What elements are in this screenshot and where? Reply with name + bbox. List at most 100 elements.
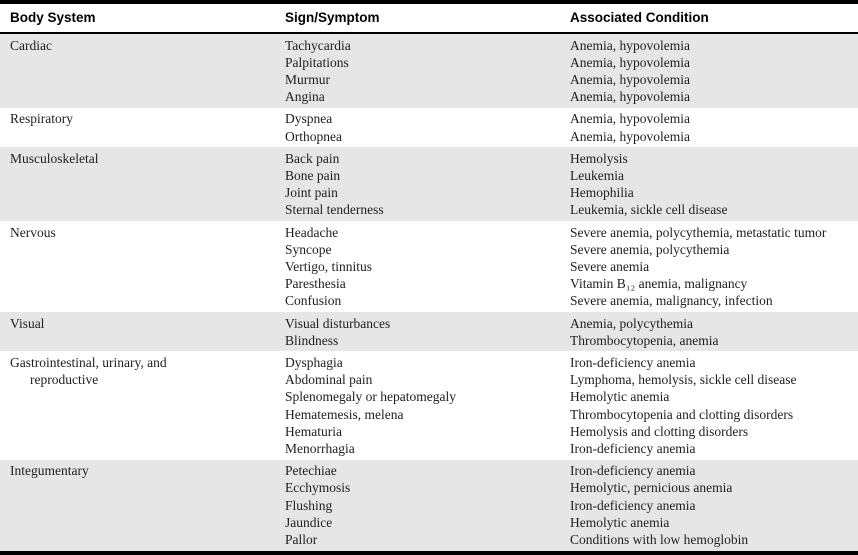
- body-system-cell: Cardiac: [0, 37, 285, 106]
- table-row: Joint pain Hemophilia: [285, 184, 858, 201]
- body-system-section: Visual Visual disturbances Anemia, polycyt…: [0, 312, 858, 352]
- table-row: Headache Severe anemia, polycythemia, met…: [285, 224, 858, 241]
- associated-condition-cell: Anemia, hypovolemia: [570, 54, 690, 70]
- table-row: Hematuria Hemolysis and clotting disorder…: [285, 423, 858, 440]
- sign-symptom-cell: Splenomegaly or hepatomegaly: [285, 389, 456, 405]
- body-system-label: Respiratory: [10, 111, 73, 127]
- sign-symptom-cell: Headache: [285, 224, 339, 240]
- associated-condition-cell: Anemia, hypovolemia: [570, 111, 690, 127]
- sign-symptom-cell: Pallor: [285, 531, 318, 547]
- table-row: Hematemesis, melena Thrombocytopenia and …: [285, 406, 858, 423]
- table-header-row: Body System Sign/Symptom Associated Cond…: [0, 4, 858, 34]
- associated-condition-cell: Anemia, hypovolemia: [570, 37, 690, 53]
- table-body: Cardiac Tachycardia Anemia, hypovolemia Pal…: [0, 34, 858, 551]
- table-row: Bone pain Leukemia: [285, 167, 858, 184]
- associated-condition-cell: Thrombocytopenia, anemia: [570, 332, 719, 348]
- column-header-sign-symptom: Sign/Symptom: [285, 10, 380, 25]
- associated-condition-cell: Iron-deficiency anemia: [570, 440, 696, 456]
- associated-condition-cell: Severe anemia, malignancy, infection: [570, 293, 773, 309]
- associated-condition-cell: Hemolysis and clotting disorders: [570, 423, 749, 439]
- table-row: Sternal tenderness Leukemia, sickle cell …: [285, 201, 858, 218]
- sign-symptom-cell: Blindness: [285, 332, 339, 348]
- body-system-label: Nervous: [10, 224, 56, 240]
- body-system-label: Integumentary: [10, 463, 89, 479]
- associated-condition-cell: Iron-deficiency anemia: [570, 463, 696, 479]
- sign-symptom-cell: Visual disturbances: [285, 315, 391, 331]
- body-system-section: Cardiac Tachycardia Anemia, hypovolemia Pal…: [0, 34, 858, 108]
- associated-condition-cell: Iron-deficiency anemia: [570, 497, 696, 513]
- associated-condition-cell: Hemolysis: [570, 150, 628, 166]
- body-system-label: Visual: [10, 315, 45, 331]
- body-system-cell: Respiratory: [0, 110, 285, 144]
- table-row: Dyspnea Anemia, hypovolemia: [285, 110, 858, 127]
- table-row: Flushing Iron-deficiency anemia: [285, 497, 858, 514]
- sign-symptom-cell: Orthopnea: [285, 128, 342, 144]
- sign-symptom-cell: Petechiae: [285, 463, 337, 479]
- sign-symptom-cell: Menorrhagia: [285, 440, 355, 456]
- associated-condition-cell: Leukemia, sickle cell disease: [570, 202, 728, 218]
- table-row: Paresthesia Vitamin B₁₂ anemia, malignanc…: [285, 275, 858, 292]
- associated-condition-cell: Iron-deficiency anemia: [570, 354, 696, 370]
- sign-symptom-cell: Hematuria: [285, 423, 342, 439]
- sign-symptom-cell: Sternal tenderness: [285, 202, 384, 218]
- table-row: Petechiae Iron-deficiency anemia: [285, 462, 858, 479]
- body-system-cell: Visual: [0, 315, 285, 349]
- table-row: Splenomegaly or hepatomegaly Hemolytic an…: [285, 388, 858, 405]
- sign-symptom-cell: Ecchymosis: [285, 480, 351, 496]
- body-system-section: Integumentary Petechiae Iron-deficiency an…: [0, 459, 858, 551]
- table-row: Angina Anemia, hypovolemia: [285, 88, 858, 105]
- associated-condition-cell: Anemia, hypovolemia: [570, 128, 690, 144]
- associated-condition-cell: Lymphoma, hemolysis, sickle cell disease: [570, 372, 797, 388]
- sign-symptom-cell: Abdominal pain: [285, 372, 373, 388]
- associated-condition-cell: Anemia, hypovolemia: [570, 89, 690, 105]
- body-system-cell: Musculoskeletal: [0, 150, 285, 219]
- body-system-section: Respiratory Dyspnea Anemia, hypovolemia Ort…: [0, 107, 858, 148]
- associated-condition-cell: Hemolytic anemia: [570, 514, 670, 530]
- sign-symptom-cell: Murmur: [285, 71, 330, 87]
- body-system-cell: Nervous: [0, 224, 285, 310]
- column-header-associated-condition: Associated Condition: [570, 10, 709, 25]
- section-rows: Dysphagia Iron-deficiency anemia Abdominal…: [285, 354, 858, 457]
- table-row: Dysphagia Iron-deficiency anemia: [285, 354, 858, 371]
- body-system-label: Cardiac: [10, 37, 52, 53]
- sign-symptom-cell: Tachycardia: [285, 37, 351, 53]
- associated-condition-cell: Anemia, hypovolemia: [570, 71, 690, 87]
- sign-symptom-cell: Back pain: [285, 150, 340, 166]
- table-row: Tachycardia Anemia, hypovolemia: [285, 37, 858, 54]
- body-system-section: Nervous Headache Severe anemia, polycythem…: [0, 221, 858, 313]
- table-row: Pallor Conditions with low hemoglobin: [285, 531, 858, 548]
- table-row: Blindness Thrombocytopenia, anemia: [285, 332, 858, 349]
- sign-symptom-cell: Dyspnea: [285, 111, 333, 127]
- sign-symptom-cell: Joint pain: [285, 185, 338, 201]
- table-row: Vertigo, tinnitus Severe anemia: [285, 258, 858, 275]
- sign-symptom-cell: Bone pain: [285, 167, 341, 183]
- associated-condition-cell: Vitamin B₁₂ anemia, malignancy: [570, 276, 748, 292]
- associated-condition-cell: Anemia, polycythemia: [570, 315, 693, 331]
- section-rows: Visual disturbances Anemia, polycythemia B…: [285, 315, 858, 349]
- section-rows: Back pain Hemolysis Bone pain Leukemia Joint…: [285, 150, 858, 219]
- body-system-section: Gastrointestinal, urinary, and reproducti…: [0, 351, 858, 460]
- associated-condition-cell: Conditions with low hemoglobin: [570, 531, 749, 547]
- table-row: Murmur Anemia, hypovolemia: [285, 71, 858, 88]
- sign-symptom-cell: Flushing: [285, 497, 333, 513]
- table-row: Confusion Severe anemia, malignancy, infe…: [285, 292, 858, 309]
- section-rows: Tachycardia Anemia, hypovolemia Palpitatio…: [285, 37, 858, 106]
- sign-symptom-cell: Angina: [285, 89, 325, 105]
- sign-symptom-cell: Palpitations: [285, 54, 349, 70]
- table-row: Ecchymosis Hemolytic, pernicious anemia: [285, 479, 858, 496]
- associated-condition-cell: Hemophilia: [570, 185, 634, 201]
- table-row: Palpitations Anemia, hypovolemia: [285, 54, 858, 71]
- section-rows: Dyspnea Anemia, hypovolemia Orthopnea Anemi…: [285, 110, 858, 144]
- table-row: Jaundice Hemolytic anemia: [285, 514, 858, 531]
- associated-condition-cell: Severe anemia, polycythemia, metastatic …: [570, 224, 827, 240]
- sign-symptom-cell: Dysphagia: [285, 354, 343, 370]
- sign-symptom-cell: Jaundice: [285, 514, 333, 530]
- table-row: Menorrhagia Iron-deficiency anemia: [285, 440, 858, 457]
- associated-condition-cell: Hemolytic anemia: [570, 389, 670, 405]
- column-header-body-system: Body System: [10, 10, 96, 25]
- associated-condition-cell: Severe anemia: [570, 258, 650, 274]
- sign-symptom-cell: Paresthesia: [285, 276, 346, 292]
- section-rows: Headache Severe anemia, polycythemia, met…: [285, 224, 858, 310]
- sign-symptom-cell: Confusion: [285, 293, 342, 309]
